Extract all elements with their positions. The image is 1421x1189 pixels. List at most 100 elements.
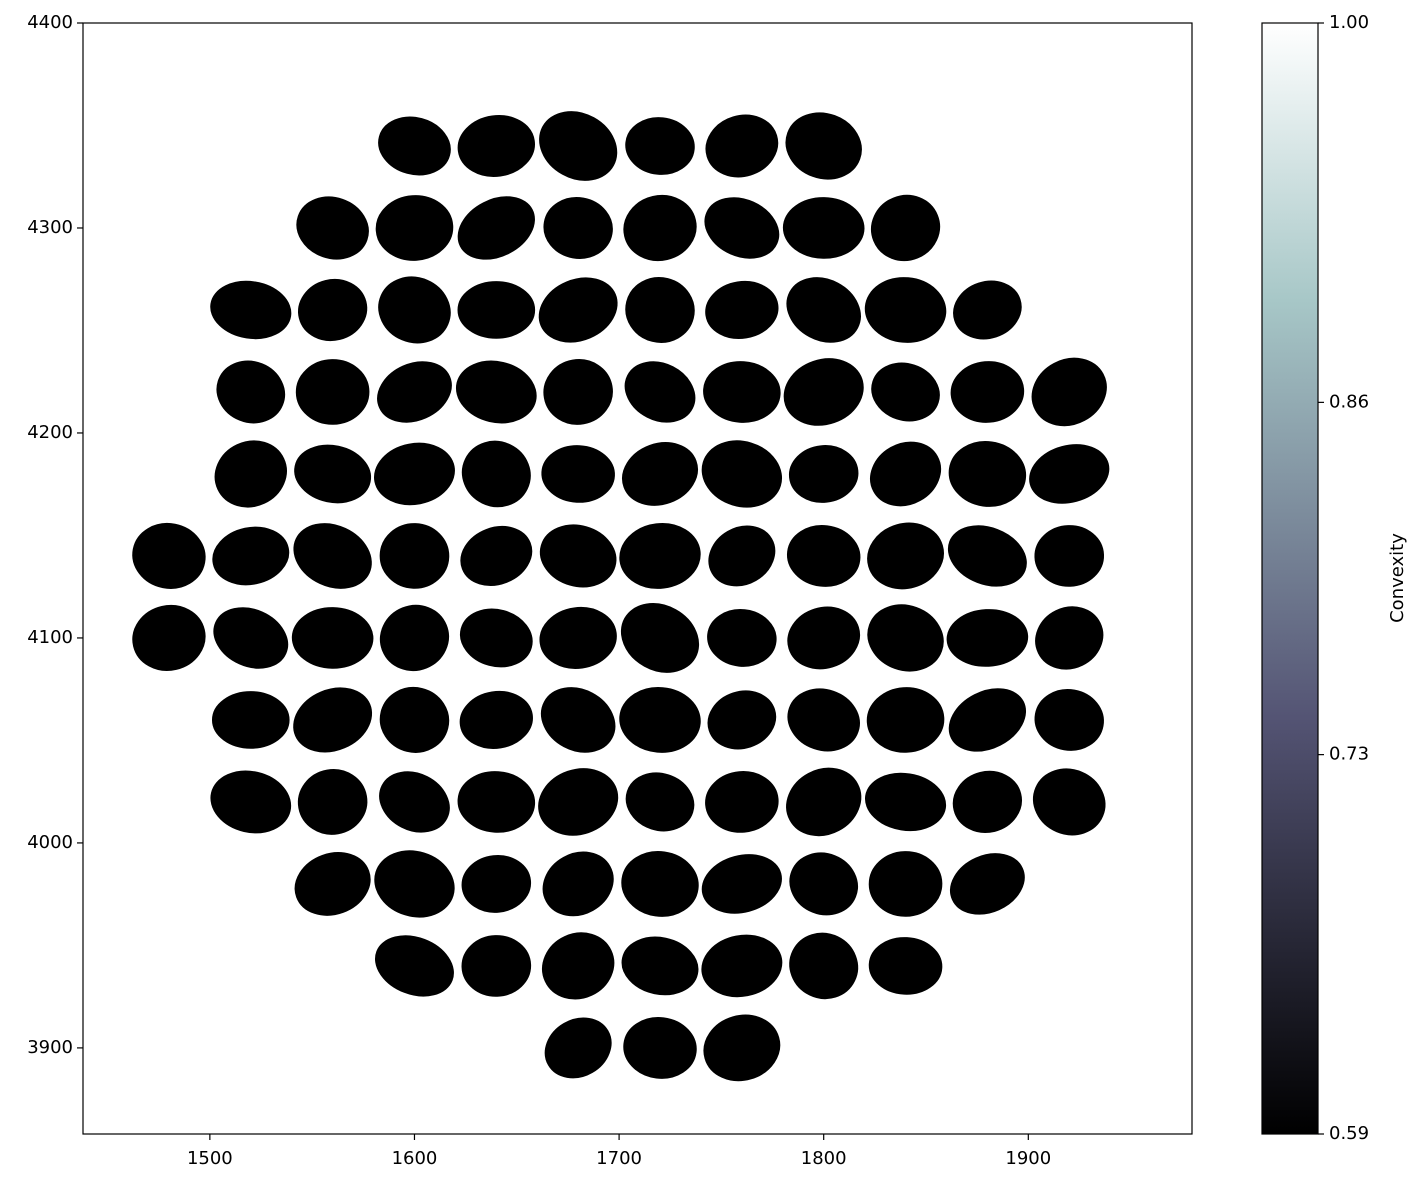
cell xyxy=(379,771,450,833)
cell xyxy=(953,280,1022,340)
cell xyxy=(1035,606,1104,670)
cell xyxy=(295,359,370,425)
colorbar xyxy=(1261,22,1319,1135)
colorbar-tick-label: 1.00 xyxy=(1329,12,1369,33)
cell xyxy=(623,194,697,261)
cell xyxy=(461,855,532,913)
cell xyxy=(704,197,780,259)
cell xyxy=(1034,525,1105,587)
cell xyxy=(1034,689,1104,751)
cell xyxy=(296,196,369,260)
x-tick-label: 1500 xyxy=(187,1148,233,1169)
x-tick-label: 1800 xyxy=(801,1148,847,1169)
cell xyxy=(375,195,454,261)
cell xyxy=(946,609,1029,667)
cell xyxy=(455,360,537,424)
cell xyxy=(541,445,615,503)
colorbar-label: Convexity xyxy=(1387,533,1408,623)
cell xyxy=(379,604,449,672)
cell xyxy=(298,278,368,342)
cell xyxy=(374,850,455,918)
cell xyxy=(947,525,1027,587)
cell xyxy=(1029,444,1110,504)
cell xyxy=(460,526,533,586)
cell xyxy=(705,280,779,339)
cell xyxy=(623,1017,697,1079)
cell xyxy=(864,277,947,343)
cell xyxy=(377,361,452,423)
cell xyxy=(457,196,535,260)
cell xyxy=(867,604,944,672)
y-tick-label: 4100 xyxy=(27,627,73,648)
cell xyxy=(624,361,696,423)
cell xyxy=(948,688,1027,752)
plot-frame xyxy=(82,22,1193,1135)
cell xyxy=(625,772,695,832)
cell xyxy=(868,937,943,995)
cell xyxy=(543,359,613,425)
cell xyxy=(625,117,695,175)
cell xyxy=(789,932,859,1000)
cell xyxy=(707,609,777,667)
y-tick-label: 4200 xyxy=(27,422,73,443)
cell xyxy=(870,441,942,507)
cell xyxy=(619,523,701,589)
cell xyxy=(703,1014,781,1082)
cell xyxy=(538,768,619,836)
cell xyxy=(297,769,368,835)
cell xyxy=(379,687,450,753)
cell xyxy=(539,606,617,669)
cell xyxy=(457,771,536,833)
cell xyxy=(379,523,450,589)
cell xyxy=(210,280,292,340)
cell xyxy=(787,606,861,670)
cell xyxy=(373,442,455,506)
cells-layer xyxy=(132,111,1110,1082)
cell xyxy=(783,358,864,426)
cell xyxy=(948,441,1027,507)
cell xyxy=(539,524,617,588)
cell xyxy=(786,525,861,587)
cell xyxy=(621,936,699,996)
cell xyxy=(293,523,372,589)
cell xyxy=(621,850,699,917)
cell xyxy=(542,932,615,1000)
cell xyxy=(786,767,862,837)
cell xyxy=(866,687,945,753)
cell xyxy=(625,277,695,343)
cell xyxy=(457,281,536,339)
colorbar-tick-label: 0.86 xyxy=(1329,391,1369,412)
cell xyxy=(214,440,287,508)
cell xyxy=(542,851,614,917)
cell xyxy=(871,194,941,262)
y-tick-label: 3900 xyxy=(27,1037,73,1058)
cell xyxy=(459,690,533,749)
cell xyxy=(871,362,940,422)
cell xyxy=(785,112,862,180)
cell xyxy=(622,442,698,506)
cell xyxy=(708,525,776,587)
cell xyxy=(461,935,532,997)
cell xyxy=(132,522,206,589)
cell xyxy=(864,772,947,832)
cell xyxy=(950,361,1025,423)
cell xyxy=(378,116,451,176)
cell xyxy=(701,440,783,508)
cell xyxy=(701,934,783,998)
cell xyxy=(538,277,618,343)
y-tick-label: 4300 xyxy=(27,217,73,238)
cell xyxy=(378,276,451,344)
cell xyxy=(540,687,616,753)
cell xyxy=(701,854,782,914)
cell xyxy=(294,444,372,504)
cell xyxy=(620,603,700,673)
cell xyxy=(544,1017,612,1079)
cell xyxy=(786,277,861,343)
cell xyxy=(216,360,286,424)
cell xyxy=(782,197,865,259)
cell xyxy=(461,440,531,508)
cell xyxy=(707,690,777,750)
cell xyxy=(788,445,859,503)
cell xyxy=(1033,768,1106,836)
